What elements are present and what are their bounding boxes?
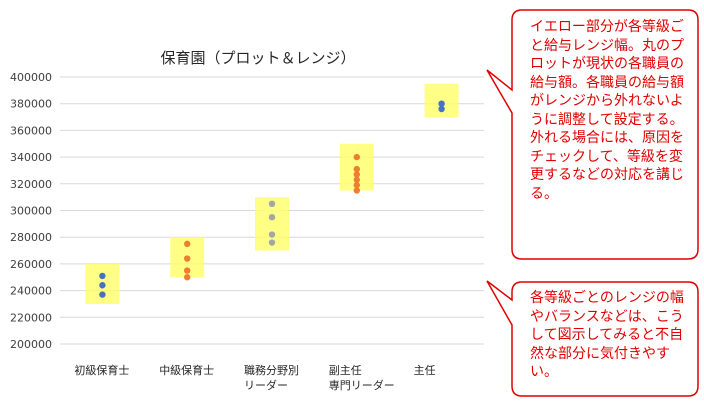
salary-point (268, 200, 276, 208)
salary-point (268, 239, 276, 246)
salary-point (99, 291, 106, 298)
y-tick-label: 360000 (10, 124, 52, 137)
salary-point (184, 255, 191, 262)
salary-point (353, 153, 360, 161)
salary-point (99, 272, 106, 280)
salary-point (99, 282, 106, 289)
chart-title: 保育園（プロット＆レンジ） (160, 49, 355, 67)
salary-point (184, 267, 191, 274)
y-axis-tick-labels: 200000 220000 240000 260000 280000 300000 3200… (10, 71, 52, 351)
y-tick-label: 320000 (10, 178, 52, 191)
salary-point (268, 213, 276, 221)
y-tick-label: 220000 (10, 311, 52, 324)
salary-point (353, 176, 360, 183)
y-tick-label: 340000 (10, 151, 52, 164)
callout-box-range-explanation (486, 9, 699, 260)
salary-point (353, 187, 360, 194)
x-category-label: 専門リーダー (329, 378, 395, 392)
y-tick-label: 200000 (10, 338, 52, 351)
x-category-label: 中級保育士 (159, 363, 214, 377)
salary-point (353, 181, 360, 189)
callout-text-balance-note: 各等級ごとのレンジの幅やバランスなどは、こうして図示してみると不自然な部分に気付… (530, 290, 684, 380)
y-tick-label: 280000 (10, 231, 52, 244)
x-category-label: 主任 (414, 364, 436, 377)
callout-text-range-explanation: イエロー部分が各等級ごと給与レンジ幅。丸のプロットが現状の各職員の給与額。各職員… (530, 19, 684, 202)
y-tick-label: 300000 (10, 205, 52, 218)
y-tick-label: 400000 (10, 71, 52, 84)
callout-box-balance-note (486, 280, 699, 397)
x-category-label: リーダー (244, 378, 288, 392)
salary-point (184, 240, 191, 248)
y-tick-label: 380000 (10, 98, 52, 111)
data-points (99, 100, 445, 298)
y-tick-label: 240000 (10, 285, 52, 298)
x-category-label: 副主任 (329, 364, 362, 377)
salary-point (184, 274, 191, 281)
salary-point (438, 105, 445, 113)
salary-point (268, 231, 276, 238)
salary-point (353, 165, 360, 173)
y-tick-label: 260000 (10, 258, 52, 271)
x-category-label: 初級保育士 (74, 363, 129, 377)
callout-shapes (486, 9, 699, 397)
salary-point (438, 100, 445, 107)
salary-point (353, 171, 360, 178)
range-bands (85, 83, 459, 304)
x-category-label: 職務分野別 (244, 363, 299, 377)
